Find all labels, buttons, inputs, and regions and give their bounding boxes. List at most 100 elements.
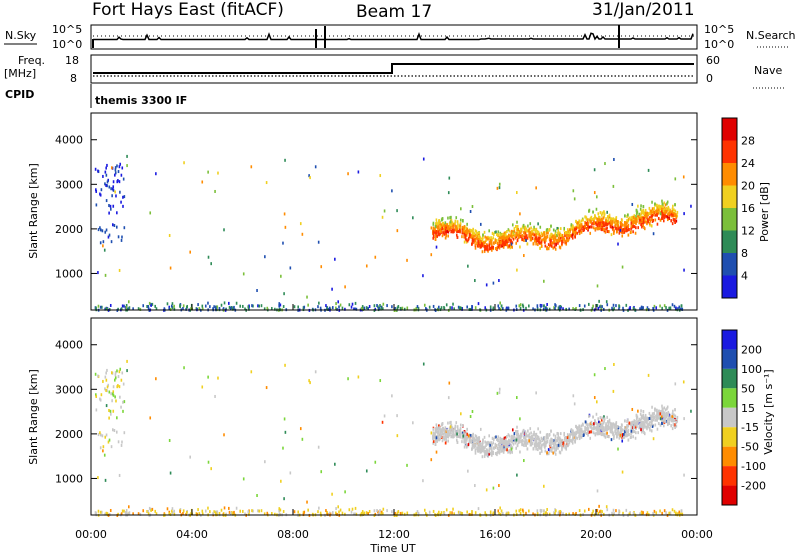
velocity-cell	[99, 398, 102, 402]
velocity-cell	[491, 448, 493, 452]
velocity-cell	[434, 442, 437, 446]
velocity-cell	[496, 391, 499, 395]
velocity-cell	[516, 473, 518, 477]
velocity-cell	[622, 436, 624, 440]
power-cell	[391, 189, 393, 193]
velocity-cell	[459, 423, 462, 427]
velocity-cell	[642, 416, 644, 420]
power-cell	[114, 166, 117, 170]
power-cell	[552, 237, 555, 241]
velocity-cell	[652, 437, 655, 441]
power-cell	[644, 215, 647, 219]
power-cell	[663, 211, 666, 215]
velocity-cell	[472, 445, 474, 449]
velocity-cell	[599, 423, 601, 427]
velocity-cell	[303, 510, 306, 514]
velocity-cell	[559, 432, 562, 436]
power-cell	[612, 231, 615, 235]
velocity-cell	[361, 510, 364, 514]
power-cell	[676, 210, 679, 214]
velocity-cell	[613, 362, 615, 366]
velocity-cell	[95, 408, 98, 412]
velocity-cell	[456, 425, 459, 429]
velocity-cell	[471, 436, 474, 440]
power-cell	[642, 219, 645, 223]
power-cell	[438, 233, 440, 237]
power-cell	[450, 226, 452, 230]
power-cell	[612, 303, 615, 307]
power-cell	[502, 245, 505, 249]
velocity-cell	[690, 409, 692, 413]
power-cell	[459, 218, 462, 222]
velocity-cell	[594, 432, 597, 436]
velocity-cell	[487, 440, 489, 444]
velocity-cell	[603, 426, 605, 430]
velocity-cell	[242, 509, 244, 513]
freq-tick-top: 18	[65, 54, 79, 67]
velocity-cell	[112, 385, 115, 389]
power-cell	[558, 231, 561, 235]
velocity-cell	[444, 428, 446, 432]
velocity-cell	[317, 445, 320, 449]
velocity-cell	[614, 430, 616, 434]
power-cell	[498, 307, 500, 311]
velocity-cell	[150, 508, 152, 512]
power-cell	[623, 229, 626, 233]
velocity-cell	[579, 434, 581, 438]
velocity-cell	[132, 512, 134, 516]
velocity-cell	[636, 422, 639, 426]
power-cell	[670, 214, 673, 218]
power-cell	[674, 220, 676, 224]
velocity-cell	[601, 424, 604, 428]
power-cell	[497, 237, 500, 241]
velocity-cell	[485, 488, 488, 492]
velocity-cell	[603, 415, 605, 419]
power-cell	[325, 304, 327, 308]
velocity-cell	[278, 507, 281, 511]
power-cell	[350, 305, 353, 309]
velocity-cell	[146, 510, 148, 514]
power-cell	[438, 221, 440, 225]
velocity-cell	[621, 470, 624, 474]
velocity-cell	[505, 512, 508, 516]
velocity-cell	[446, 428, 448, 432]
power-cell	[632, 224, 635, 228]
velocity-cell	[114, 395, 116, 399]
velocity-cell	[634, 425, 637, 429]
velocity-cell	[120, 443, 123, 447]
power-cell	[671, 222, 674, 226]
velocity-cell	[670, 424, 673, 428]
power-cell	[646, 306, 649, 310]
power-cell	[585, 226, 588, 230]
velocity-cell	[610, 424, 612, 428]
velocity-cell	[671, 412, 674, 416]
velocity-cell	[543, 438, 546, 442]
power-cell	[498, 182, 501, 186]
power-cell	[448, 222, 451, 226]
power-cell	[341, 306, 344, 310]
velocity-cell	[441, 422, 443, 426]
velocity-cell	[565, 512, 567, 516]
velocity-cell	[497, 509, 500, 513]
power-cell	[624, 221, 626, 225]
velocity-cell	[639, 512, 641, 516]
power-cell	[598, 227, 600, 231]
velocity-cell	[669, 511, 672, 515]
power-cell	[104, 230, 107, 234]
nsearch-label: N.Search	[746, 29, 796, 42]
power-cell	[377, 305, 379, 309]
velocity-cell	[487, 442, 489, 446]
power-cell	[673, 304, 676, 308]
velocity-cell	[529, 436, 532, 440]
power-cell	[382, 302, 385, 306]
power-cell	[557, 232, 560, 236]
velocity-cell	[522, 439, 524, 443]
power-cell	[252, 304, 254, 308]
velocity-cell	[492, 486, 495, 490]
velocity-cell	[642, 410, 645, 414]
velocity-cell	[630, 421, 633, 425]
velocity-cell	[440, 434, 442, 438]
power-cell	[155, 172, 157, 176]
power-cell	[422, 157, 425, 161]
velocity-cell	[604, 428, 607, 432]
